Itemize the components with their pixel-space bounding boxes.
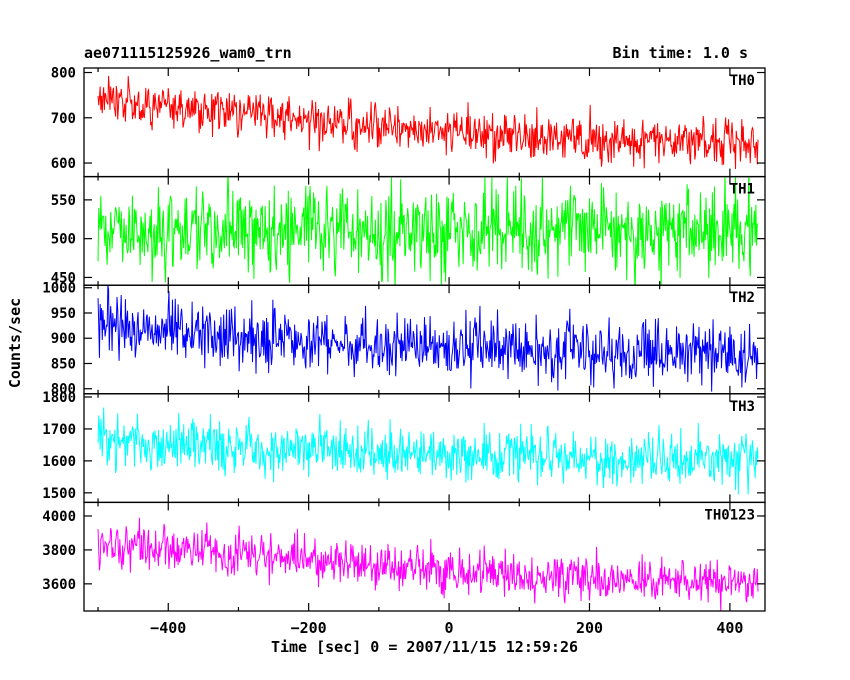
y-tick-label: 1500 <box>42 486 76 502</box>
panel-label-th0123: TH0123 <box>704 507 755 523</box>
panel-label-th1: TH1 <box>730 182 755 198</box>
y-tick-label: 4000 <box>42 509 76 525</box>
y-tick-label: 3800 <box>42 543 76 559</box>
x-tick-label: −200 <box>291 619 327 637</box>
panel-frame-th0123 <box>83 501 766 612</box>
panel-frame-th0 <box>83 67 766 178</box>
series-line-th3 <box>97 407 759 495</box>
series-line-th0123 <box>97 517 759 611</box>
y-tick-label: 800 <box>51 66 76 82</box>
series-line-th0 <box>97 75 759 170</box>
y-tick-label: 1800 <box>42 390 76 406</box>
series-line-th2 <box>97 285 759 392</box>
x-tick-label: −400 <box>150 619 186 637</box>
y-tick-label: 900 <box>51 331 76 347</box>
y-tick-label: 500 <box>51 232 76 248</box>
panel-label-th3: TH3 <box>730 399 755 415</box>
y-tick-label: 550 <box>51 193 76 209</box>
y-tick-label: 1600 <box>42 454 76 470</box>
y-tick-label: 800 <box>51 382 76 398</box>
bin-time-label: Bin time: 1.0 s <box>612 44 748 62</box>
y-tick-label: 850 <box>51 356 76 372</box>
y-tick-label: 1700 <box>42 422 76 438</box>
x-tick-label: 0 <box>445 619 454 637</box>
series-line-th1 <box>97 176 759 286</box>
y-tick-label: 700 <box>51 111 76 127</box>
y-tick-label: 950 <box>51 306 76 322</box>
y-tick-label: 600 <box>51 156 76 172</box>
plot-title: ae071115125926_wam0_trn <box>84 44 292 62</box>
x-axis-label: Time [sec] 0 = 2007/11/15 12:59:26 <box>270 638 579 656</box>
y-axis-label: Counts/sec <box>6 297 24 389</box>
y-tick-label: 3600 <box>42 577 76 593</box>
panel-label-th2: TH2 <box>730 290 755 306</box>
x-tick-label: 400 <box>716 619 743 637</box>
y-tick-label: 450 <box>51 270 76 286</box>
x-tick-label: 200 <box>576 619 603 637</box>
panel-label-th0: TH0 <box>730 73 755 89</box>
y-tick-label: 1000 <box>42 281 76 297</box>
